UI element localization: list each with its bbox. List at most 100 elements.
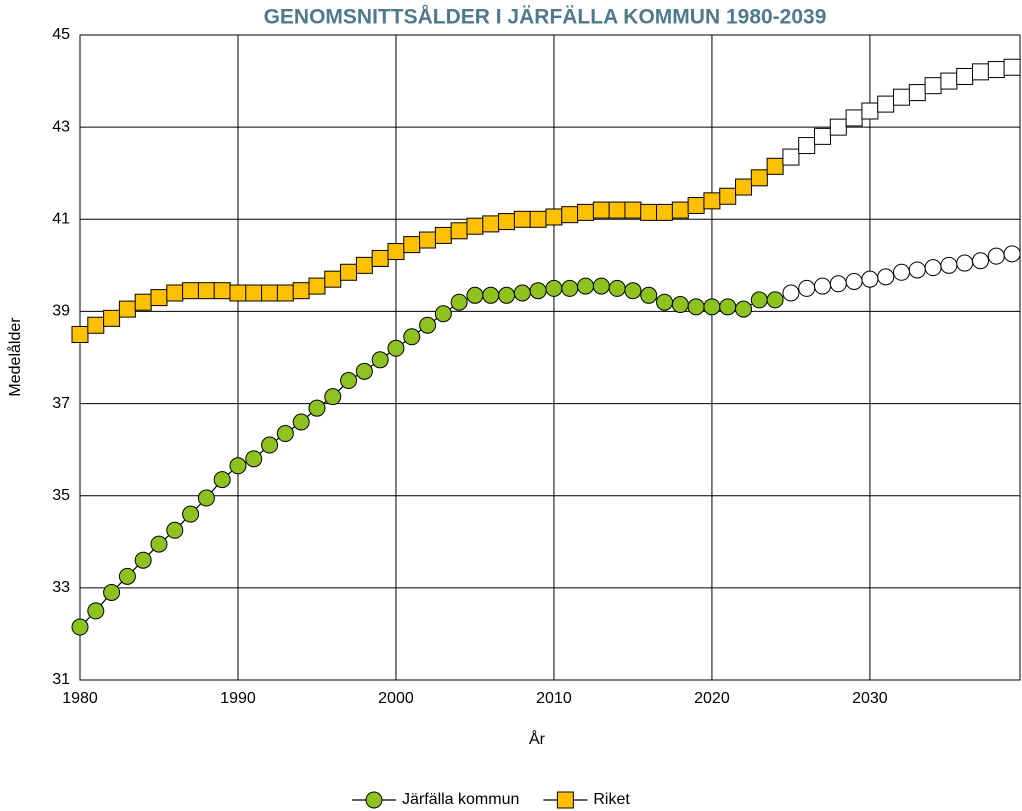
data-point bbox=[466, 217, 484, 235]
data-point bbox=[545, 279, 563, 297]
data-point bbox=[940, 256, 958, 274]
data-point bbox=[340, 372, 358, 390]
data-point bbox=[529, 282, 547, 300]
data-point bbox=[561, 279, 579, 297]
data-point bbox=[703, 298, 721, 316]
data-point bbox=[750, 169, 768, 187]
chart-title: GENOMSNITTSÅLDER I JÄRFÄLLA KOMMUN 1980-… bbox=[264, 5, 827, 29]
data-point bbox=[118, 300, 136, 318]
data-point bbox=[972, 63, 990, 81]
data-point bbox=[750, 291, 768, 309]
data-point bbox=[261, 436, 279, 454]
data-point bbox=[276, 425, 294, 443]
legend-label: Järfälla kommun bbox=[402, 791, 519, 808]
data-point bbox=[197, 489, 215, 507]
data-point bbox=[561, 206, 579, 224]
data-point bbox=[150, 289, 168, 307]
data-point bbox=[292, 413, 310, 431]
data-point bbox=[308, 277, 326, 295]
data-point bbox=[182, 505, 200, 523]
data-point bbox=[987, 247, 1005, 265]
data-point bbox=[324, 388, 342, 406]
y-tick-label: 35 bbox=[52, 487, 70, 504]
x-tick-label: 1990 bbox=[220, 690, 256, 707]
x-tick-label: 2000 bbox=[378, 690, 414, 707]
data-point bbox=[245, 450, 263, 468]
data-point bbox=[419, 231, 437, 249]
data-point bbox=[513, 210, 531, 228]
data-point bbox=[166, 521, 184, 539]
data-point bbox=[782, 148, 800, 166]
data-point bbox=[845, 272, 863, 290]
data-point bbox=[166, 284, 184, 302]
data-point bbox=[766, 291, 784, 309]
data-point bbox=[387, 339, 405, 357]
data-point bbox=[814, 277, 832, 295]
data-point bbox=[719, 298, 737, 316]
data-point bbox=[908, 84, 926, 102]
y-tick-label: 37 bbox=[52, 395, 70, 412]
data-point bbox=[782, 284, 800, 302]
data-point bbox=[545, 208, 563, 226]
data-point bbox=[118, 567, 136, 585]
data-point bbox=[403, 328, 421, 346]
y-tick-label: 41 bbox=[52, 211, 70, 228]
data-point bbox=[134, 293, 152, 311]
data-point bbox=[150, 535, 168, 553]
data-point bbox=[355, 256, 373, 274]
data-point bbox=[798, 137, 816, 155]
legend-marker bbox=[556, 791, 574, 809]
data-point bbox=[861, 102, 879, 120]
data-point bbox=[640, 286, 658, 304]
data-point bbox=[434, 226, 452, 244]
data-point bbox=[656, 203, 674, 221]
data-point bbox=[845, 109, 863, 127]
series-line bbox=[79, 253, 1013, 628]
legend-marker bbox=[365, 791, 383, 809]
data-point bbox=[608, 279, 626, 297]
data-point bbox=[71, 325, 89, 343]
data-point bbox=[213, 282, 231, 300]
data-point bbox=[466, 286, 484, 304]
data-point bbox=[103, 309, 121, 327]
data-point bbox=[624, 201, 642, 219]
data-point bbox=[498, 213, 516, 231]
data-point bbox=[608, 201, 626, 219]
data-point bbox=[276, 284, 294, 302]
data-point bbox=[940, 72, 958, 90]
legend-label: Riket bbox=[593, 791, 630, 808]
data-point bbox=[324, 270, 342, 288]
data-point bbox=[956, 254, 974, 272]
data-point bbox=[498, 286, 516, 304]
data-point bbox=[1003, 245, 1021, 263]
plot-area bbox=[79, 34, 1021, 681]
data-point bbox=[719, 187, 737, 205]
data-point bbox=[703, 192, 721, 210]
y-axis-label: Medelålder bbox=[6, 317, 24, 397]
data-point bbox=[735, 300, 753, 318]
data-point bbox=[972, 252, 990, 270]
data-point bbox=[671, 201, 689, 219]
data-point bbox=[403, 236, 421, 254]
data-point bbox=[134, 551, 152, 569]
data-point bbox=[1003, 58, 1021, 76]
x-axis-label: År bbox=[529, 729, 546, 748]
data-point bbox=[924, 77, 942, 95]
data-point bbox=[87, 602, 105, 620]
x-tick-label: 2020 bbox=[694, 690, 730, 707]
y-tick-label: 33 bbox=[52, 579, 70, 596]
data-point bbox=[387, 243, 405, 261]
data-point bbox=[987, 61, 1005, 79]
y-tick-label: 45 bbox=[52, 26, 70, 43]
data-point bbox=[956, 67, 974, 85]
data-point bbox=[450, 222, 468, 240]
data-point bbox=[577, 203, 595, 221]
data-point bbox=[229, 284, 247, 302]
data-point bbox=[671, 296, 689, 314]
data-point bbox=[592, 277, 610, 295]
data-point bbox=[419, 316, 437, 334]
data-point bbox=[71, 618, 89, 636]
data-point bbox=[798, 279, 816, 297]
data-point bbox=[687, 196, 705, 214]
data-point bbox=[687, 298, 705, 316]
